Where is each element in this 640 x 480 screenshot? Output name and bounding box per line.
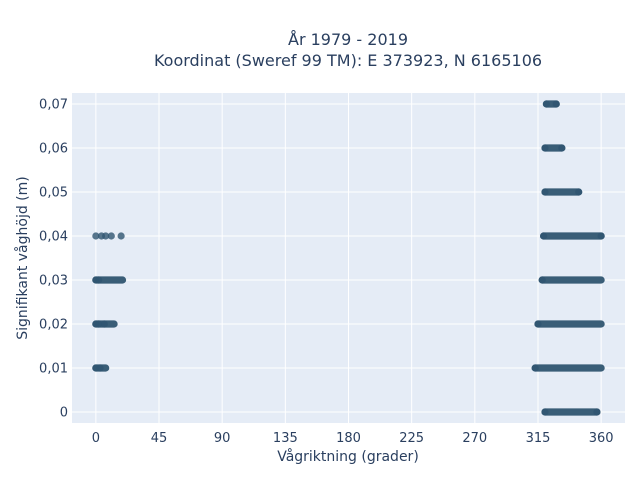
data-point xyxy=(541,408,549,416)
x-tick-label: 180 xyxy=(336,431,361,446)
data-point xyxy=(575,188,583,196)
y-tick-label: 0,04 xyxy=(39,230,68,245)
data-point xyxy=(102,232,110,240)
data-point xyxy=(92,232,100,240)
x-tick-label: 225 xyxy=(399,431,424,446)
x-axis-title: Vågriktning (grader) xyxy=(277,448,419,465)
y-tick-label: 0,03 xyxy=(39,274,68,289)
y-tick-label: 0,01 xyxy=(39,362,68,377)
point-cluster xyxy=(541,408,601,416)
point-cluster xyxy=(534,320,605,328)
y-tick-label: 0,02 xyxy=(39,318,68,333)
y-tick-label: 0 xyxy=(60,406,68,421)
data-point xyxy=(107,232,115,240)
point-cluster xyxy=(541,188,583,196)
x-tick-label: 0 xyxy=(92,431,100,446)
x-axis-ticks: 0 45 90 135 180 225 270 315 360 xyxy=(92,431,614,446)
data-point xyxy=(534,320,542,328)
y-axis-title: Signifikant våghöjd (m) xyxy=(14,176,31,339)
data-point xyxy=(597,232,605,240)
data-point xyxy=(531,364,539,372)
point-cluster xyxy=(539,232,605,240)
x-tick-label: 315 xyxy=(526,431,551,446)
data-point xyxy=(95,276,103,284)
data-point xyxy=(538,276,546,284)
chart-title-line2: Koordinat (Sweref 99 TM): E 373923, N 61… xyxy=(154,51,542,70)
x-tick-label: 90 xyxy=(214,431,231,446)
data-point xyxy=(541,144,549,152)
y-axis-ticks: 0 0,01 0,02 0,03 0,04 0,05 0,06 0,07 xyxy=(39,98,68,421)
data-point xyxy=(552,100,560,108)
data-point xyxy=(558,144,566,152)
data-point xyxy=(95,320,103,328)
point-cluster xyxy=(531,364,605,372)
y-tick-label: 0,06 xyxy=(39,142,68,157)
data-point xyxy=(117,232,125,240)
data-point xyxy=(96,364,104,372)
data-points xyxy=(92,100,605,416)
data-point xyxy=(593,408,601,416)
x-tick-label: 135 xyxy=(273,431,298,446)
chart-title-line1: År 1979 - 2019 xyxy=(288,30,408,49)
point-cluster xyxy=(538,276,605,284)
x-tick-label: 360 xyxy=(589,431,614,446)
data-point xyxy=(541,188,549,196)
x-tick-label: 270 xyxy=(462,431,487,446)
data-point xyxy=(100,320,108,328)
y-tick-label: 0,07 xyxy=(39,98,68,113)
x-tick-label: 45 xyxy=(151,431,168,446)
data-point xyxy=(539,232,548,240)
y-tick-label: 0,05 xyxy=(39,186,68,201)
data-point xyxy=(542,100,551,108)
